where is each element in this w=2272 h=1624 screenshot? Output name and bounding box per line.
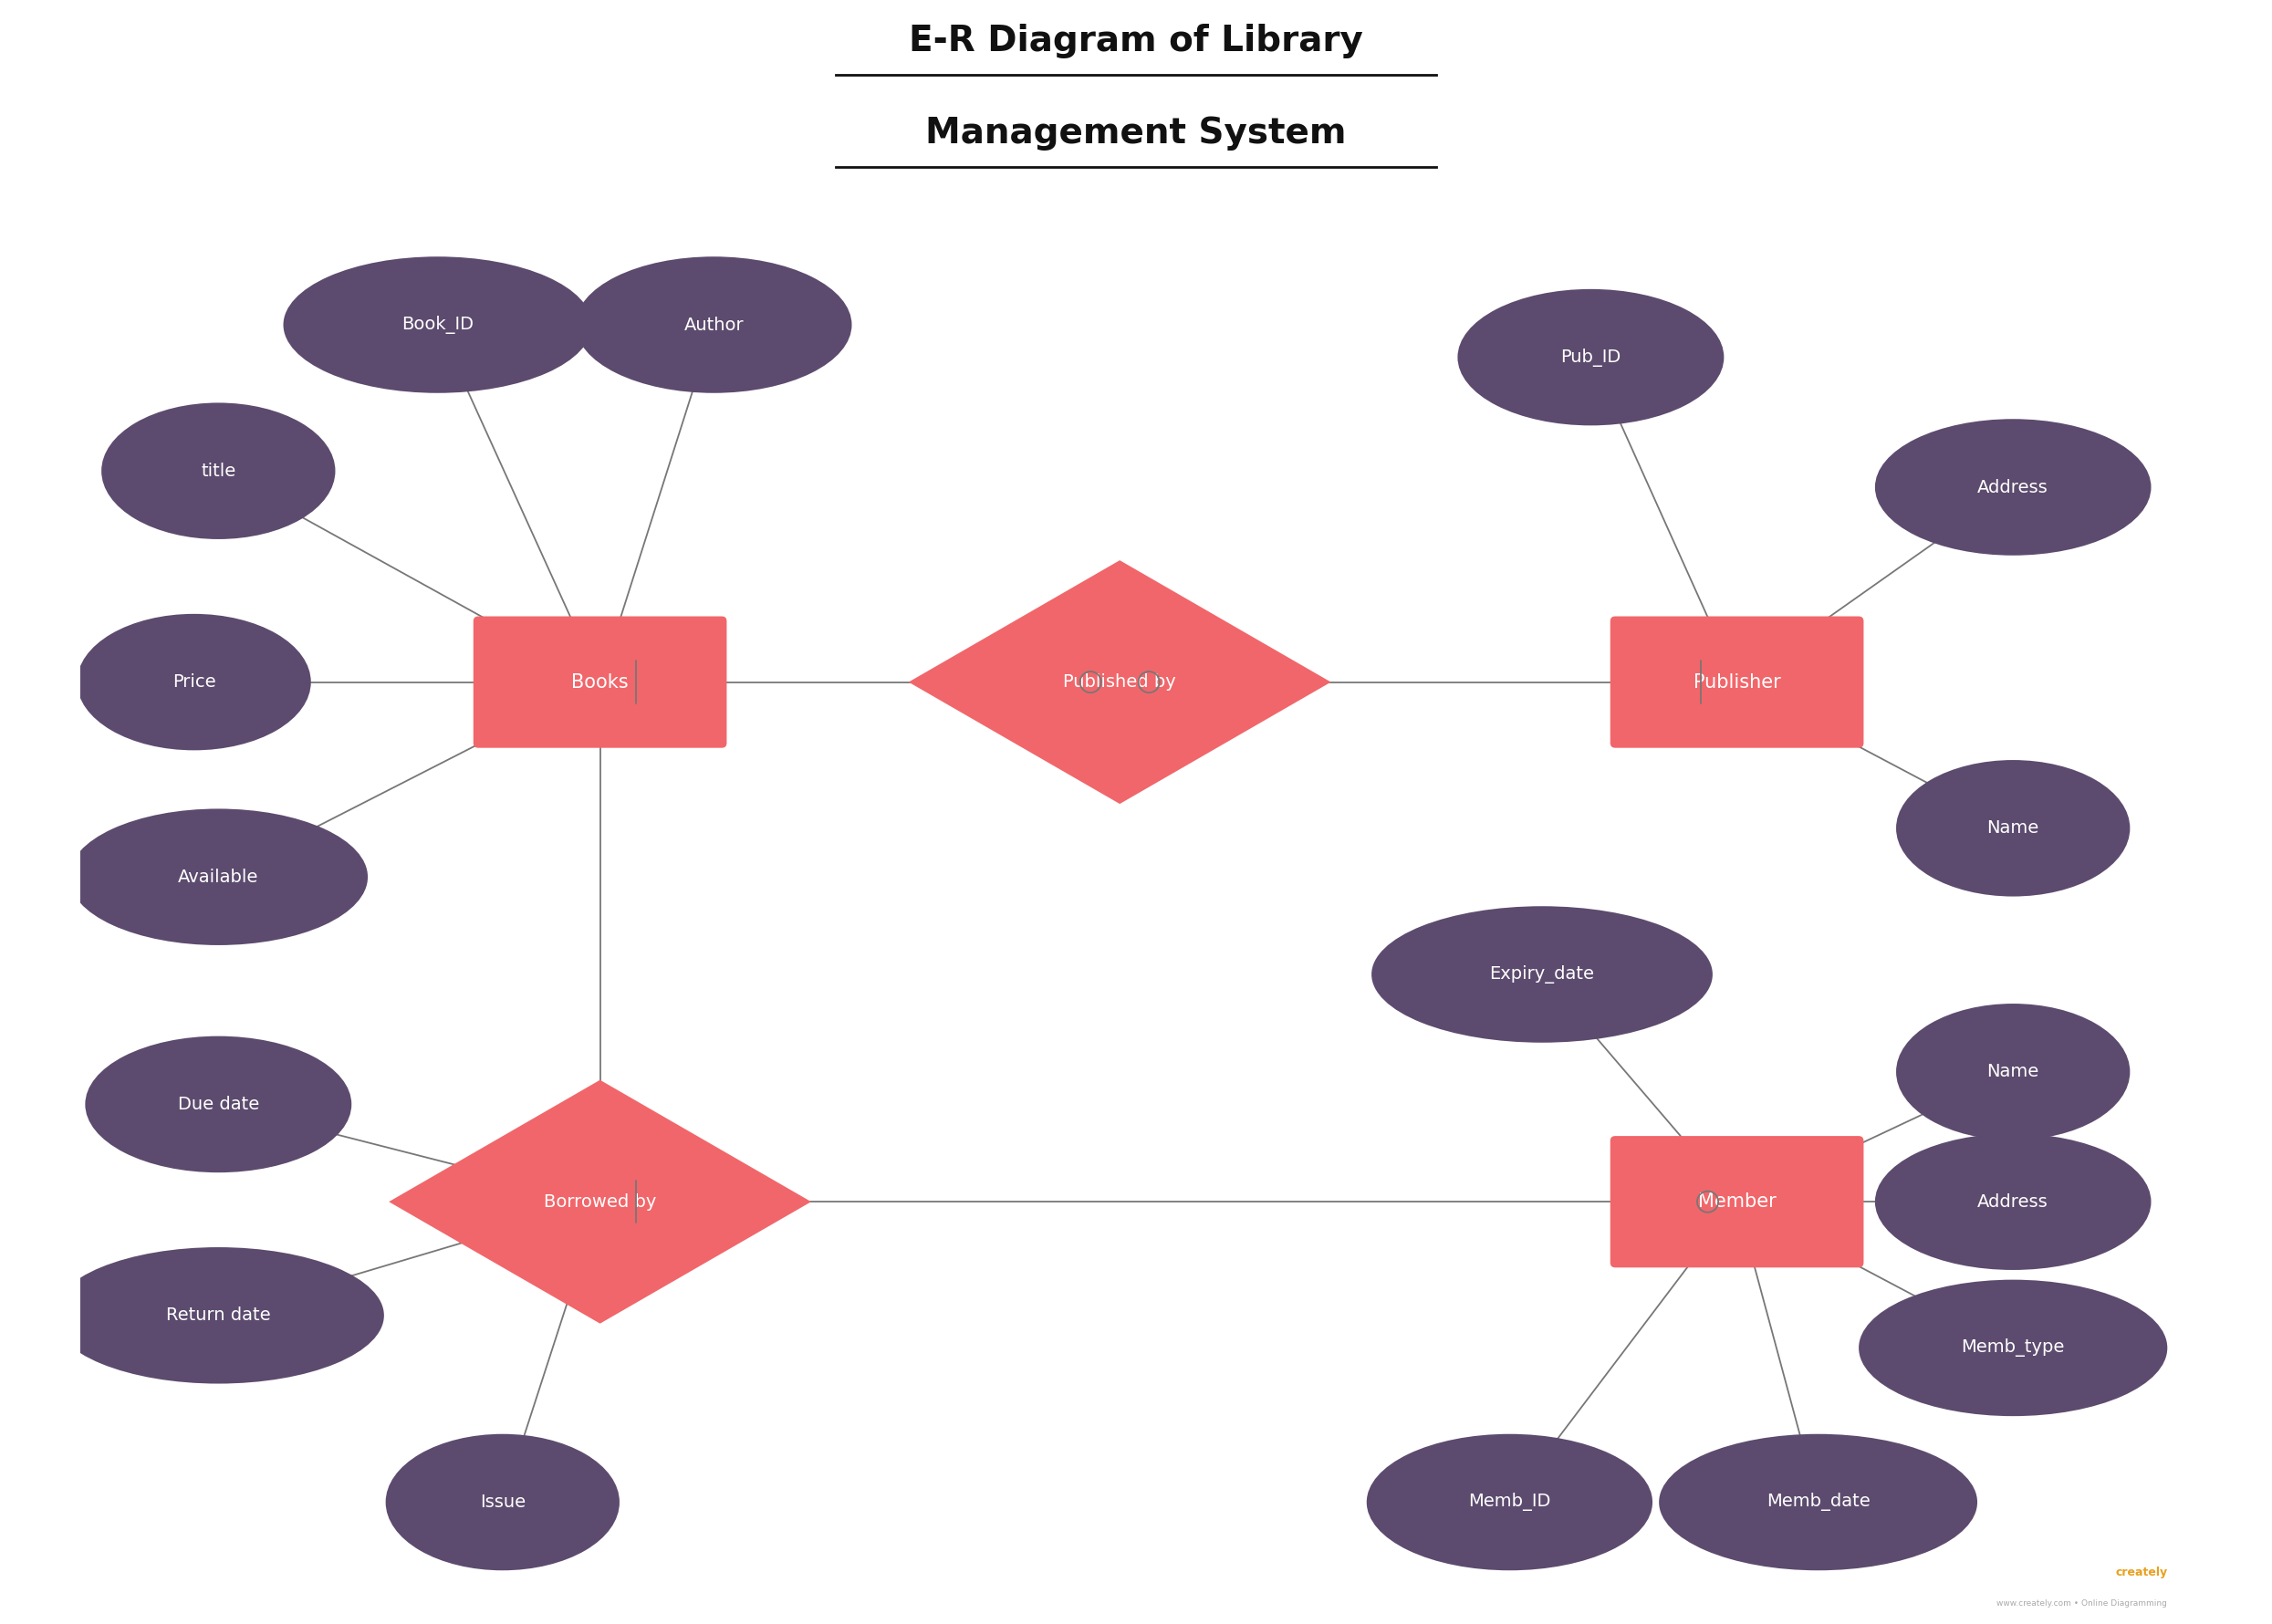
Ellipse shape: [1858, 1280, 2167, 1416]
FancyBboxPatch shape: [1611, 615, 1863, 747]
Text: Name: Name: [1988, 820, 2040, 836]
Ellipse shape: [1897, 1004, 2129, 1140]
Text: Published by: Published by: [1063, 674, 1177, 690]
Ellipse shape: [1874, 1134, 2152, 1270]
Text: Price: Price: [173, 674, 216, 690]
Ellipse shape: [1897, 760, 2129, 896]
Text: Management System: Management System: [925, 115, 1347, 151]
Text: Books: Books: [573, 672, 629, 692]
Ellipse shape: [52, 1247, 384, 1384]
Ellipse shape: [1459, 289, 1724, 425]
Text: Author: Author: [684, 317, 743, 333]
Text: www.creately.com • Online Diagramming: www.creately.com • Online Diagramming: [1997, 1600, 2167, 1608]
Text: Address: Address: [1977, 479, 2049, 495]
Ellipse shape: [386, 1434, 620, 1570]
Text: Expiry_date: Expiry_date: [1490, 965, 1595, 984]
Text: E-R Diagram of Library: E-R Diagram of Library: [909, 23, 1363, 58]
Text: Book_ID: Book_ID: [402, 315, 473, 335]
Text: title: title: [200, 463, 236, 479]
Text: Available: Available: [177, 869, 259, 885]
Ellipse shape: [1372, 906, 1713, 1043]
Text: Memb_type: Memb_type: [1961, 1338, 2065, 1358]
Ellipse shape: [77, 614, 311, 750]
Text: Issue: Issue: [479, 1494, 525, 1510]
Text: Memb_date: Memb_date: [1765, 1492, 1870, 1512]
Polygon shape: [389, 1080, 811, 1324]
Text: creately: creately: [2115, 1567, 2167, 1579]
Ellipse shape: [1874, 419, 2152, 555]
Text: Name: Name: [1988, 1064, 2040, 1080]
Text: Address: Address: [1977, 1194, 2049, 1210]
FancyBboxPatch shape: [473, 615, 727, 747]
Ellipse shape: [68, 809, 368, 945]
Ellipse shape: [102, 403, 336, 539]
Polygon shape: [909, 560, 1331, 804]
Ellipse shape: [284, 257, 593, 393]
Ellipse shape: [84, 1036, 352, 1173]
Text: Memb_ID: Memb_ID: [1468, 1492, 1552, 1512]
Text: Return date: Return date: [166, 1307, 270, 1324]
FancyBboxPatch shape: [1611, 1135, 1863, 1267]
Ellipse shape: [1659, 1434, 1977, 1570]
Text: Publisher: Publisher: [1693, 672, 1781, 692]
Text: Member: Member: [1697, 1192, 1777, 1212]
Ellipse shape: [575, 257, 852, 393]
Text: Pub_ID: Pub_ID: [1561, 348, 1620, 367]
Text: Due date: Due date: [177, 1096, 259, 1112]
Ellipse shape: [1368, 1434, 1652, 1570]
Text: Borrowed by: Borrowed by: [543, 1194, 657, 1210]
